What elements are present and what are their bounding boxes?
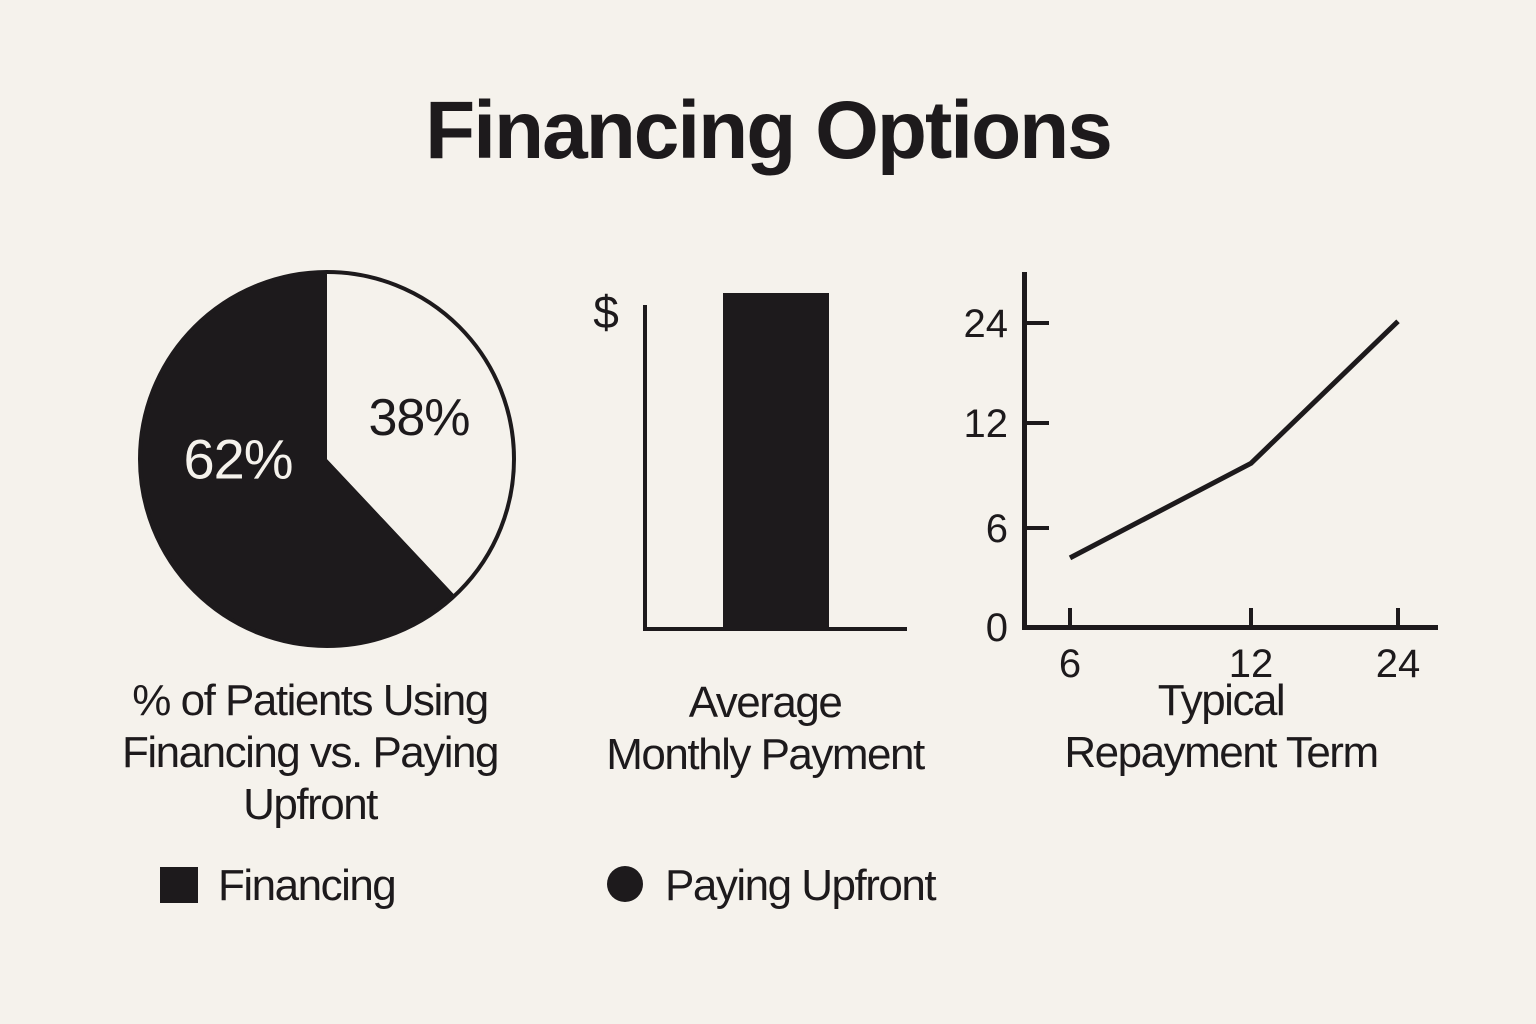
repayment-term-line [1068,319,1400,561]
pie-outline [138,270,516,648]
page-title: Financing Options [425,85,1113,176]
y-tick-label-6: 6 [986,507,1008,551]
line-caption-line-2: Repayment Term [1064,728,1379,777]
line-chart-caption: Typical Repayment Term [1021,675,1421,779]
bar-caption-line-1: Average [688,678,843,727]
y-tick-label-12: 12 [964,402,1009,446]
bar-chart-caption: Average Monthly Payment [565,677,965,781]
bar-chart-y-axis-dollar-label: $ [593,286,619,338]
pie-caption-line-2: Financing vs. Paying [122,728,500,777]
y-tick-24 [1027,321,1049,325]
y-tick-label-24: 24 [964,302,1009,346]
pie-slice-paying-upfront [327,272,515,596]
bar-caption-line-2: Monthly Payment [606,730,925,779]
y-tick-12 [1027,421,1049,425]
bar-chart-x-axis [643,627,907,631]
pie-slice-value-paying-upfront: 38% [368,389,470,447]
legend-square-swatch-financing [160,867,198,903]
pie-chart-svg [138,270,516,648]
pie-slice-value-financing: 62% [183,427,293,491]
pie-slice-financing [140,272,456,646]
x-tick-6 [1068,608,1072,626]
pie-chart-caption: % of Patients Using Financing vs. Paying… [80,675,540,831]
pie-caption-line-1: % of Patients Using [132,676,489,725]
x-tick-12 [1249,608,1253,626]
x-tick-label-6: 6 [1059,642,1081,685]
legend-label-paying-upfront: Paying Upfront [665,861,937,910]
x-tick-24 [1396,608,1400,626]
pie-chart [138,270,516,648]
bar-average-monthly-payment [723,293,829,627]
x-tick-label-12: 12 [1229,642,1274,685]
line-caption-line-1: Typical [1157,676,1286,725]
line-chart-y-axis [1022,272,1027,630]
pie-caption-line-3: Upfront [243,780,378,829]
legend-circle-swatch-paying-upfront [607,866,643,902]
y-tick-6 [1027,526,1049,530]
line-chart: 24 12 6 0 6 12 24 [964,272,1438,685]
bar-chart-y-axis [643,305,647,631]
legend-label-financing: Financing [218,861,397,910]
line-chart-x-axis [1022,625,1438,630]
y-tick-label-0: 0 [986,606,1008,650]
x-tick-label-24: 24 [1376,642,1421,685]
